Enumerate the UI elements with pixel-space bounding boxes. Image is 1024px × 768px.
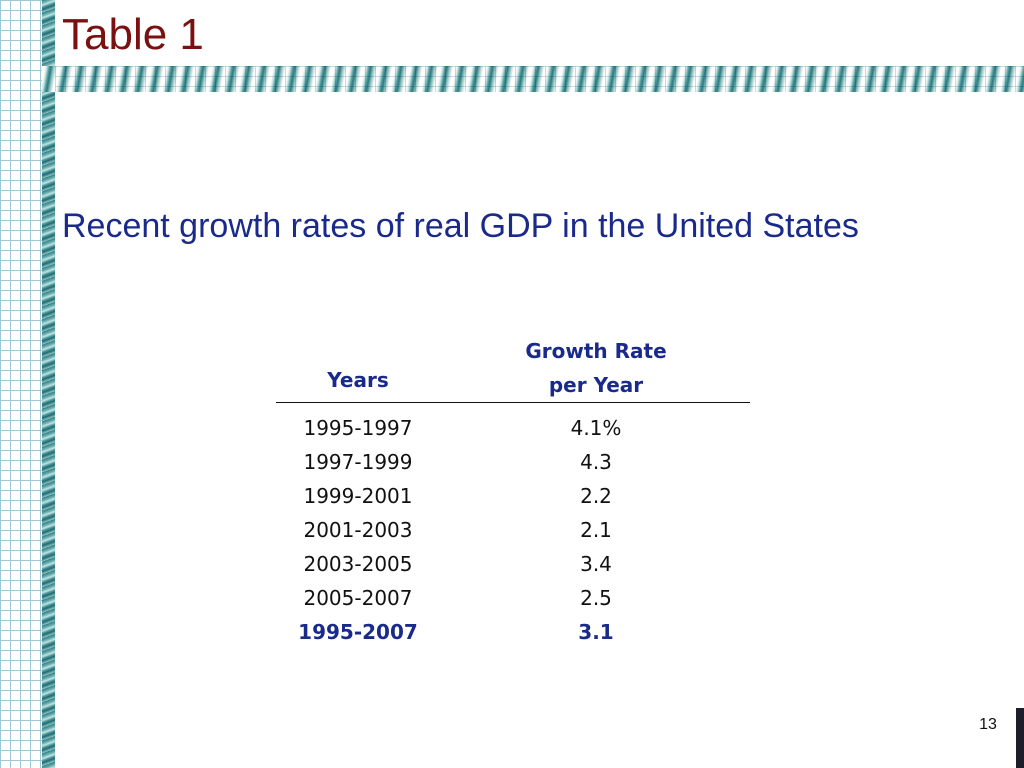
cell-rate: 4.1% [570, 416, 622, 440]
header-growth-rate: Growth Rate per Year [496, 334, 696, 402]
cell-rate-total: 3.1 [578, 620, 614, 644]
cell-rate: 2.2 [580, 484, 612, 508]
table-row-total: 1995-2007 3.1 [276, 615, 750, 649]
slide-title: Table 1 [62, 10, 204, 59]
table-row: 2005-2007 2.5 [276, 581, 750, 615]
slide-subtitle: Recent growth rates of real GDP in the U… [62, 207, 859, 245]
cell-years: 1999-2001 [303, 484, 413, 508]
cell-years: 2001-2003 [303, 518, 413, 542]
table-header: Years Growth Rate per Year [276, 332, 750, 403]
growth-rate-table: Years Growth Rate per Year 1995-1997 4.1… [276, 332, 750, 649]
cell-rate: 2.5 [580, 586, 612, 610]
table-row: 2003-2005 3.4 [276, 547, 750, 581]
table-body: 1995-1997 4.1% 1997-1999 4.3 1999-2001 2… [276, 403, 750, 649]
header-growth-rate-line2: per Year [548, 373, 644, 397]
corner-decoration [1016, 708, 1024, 768]
table-row: 1999-2001 2.2 [276, 479, 750, 513]
vertical-marble-band [42, 0, 55, 768]
page-number: 13 [979, 716, 997, 733]
cell-rate: 2.1 [580, 518, 612, 542]
cell-years: 1995-1997 [303, 416, 413, 440]
left-grid-decoration [0, 0, 42, 768]
table-row: 2001-2003 2.1 [276, 513, 750, 547]
table-row: 1995-1997 4.1% [276, 411, 750, 445]
cell-years: 2005-2007 [303, 586, 413, 610]
cell-rate: 4.3 [580, 450, 612, 474]
band-grid-overlay [55, 66, 1024, 92]
cell-years: 1997-1999 [303, 450, 413, 474]
header-growth-rate-line1: Growth Rate [525, 339, 667, 363]
cell-rate: 3.4 [580, 552, 612, 576]
cell-years: 2003-2005 [303, 552, 413, 576]
table-row: 1997-1999 4.3 [276, 445, 750, 479]
header-years: Years [327, 368, 389, 392]
cell-years-total: 1995-2007 [298, 620, 418, 644]
